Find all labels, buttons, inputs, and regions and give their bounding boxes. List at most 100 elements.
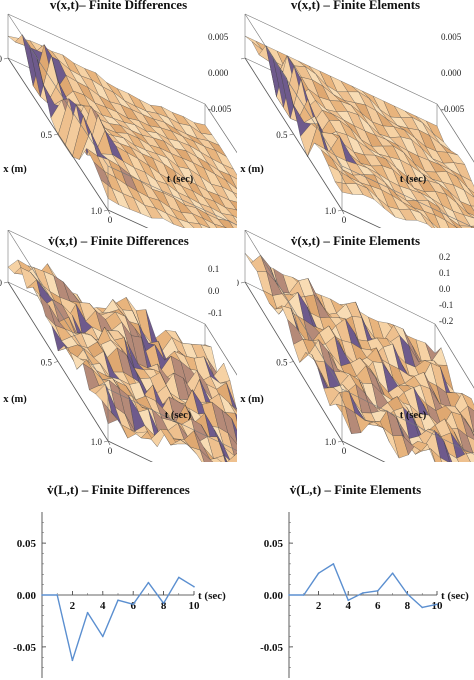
x-tick-label: 10: [432, 600, 444, 612]
surface-facet: [187, 222, 203, 228]
data-point: [162, 602, 165, 605]
z-tick-label: 0.2: [439, 252, 450, 262]
box-edge: [244, 230, 436, 325]
x-tick-label: 0.5: [276, 130, 288, 140]
surface-facet: [189, 446, 205, 462]
x-tick-mark: [103, 209, 109, 212]
y-tick-label: -0.05: [260, 642, 283, 654]
x-tick-label: 4: [345, 600, 351, 612]
surface-facet: [423, 210, 441, 228]
surface-facet: [213, 223, 226, 228]
box-edge: [7, 230, 109, 390]
line-panel-2: v̇(L,t) – Finite Elements 0.05 0.00 -0.05 2…: [237, 478, 474, 680]
x-tick-mark: [289, 133, 294, 136]
surface-facet: [235, 413, 237, 422]
surface-facet: [455, 226, 459, 228]
t-axis-label: t (sec): [400, 174, 427, 185]
y-tick-label: 0.00: [17, 590, 37, 602]
box-edge: [341, 165, 474, 228]
surface-facet: [467, 212, 474, 219]
x-axis-label: t (sec): [198, 590, 226, 602]
x-axis-label: t (sec): [441, 590, 469, 602]
x-tick-label: 1.0: [325, 437, 337, 447]
box-edge: [7, 13, 109, 167]
t-tick-label: 0: [342, 215, 347, 225]
data-point: [56, 594, 58, 596]
t-tick-mark: [107, 440, 111, 446]
box-edge: [107, 440, 153, 462]
z-tick-label: 0.0: [208, 286, 220, 296]
t-tick-label: 0: [342, 446, 347, 456]
surface-facet: [464, 418, 474, 437]
surface-facet: [225, 207, 237, 218]
z-tick-label: 0.0: [439, 284, 451, 294]
box-edge: [7, 13, 206, 105]
y-tick-label: 0.05: [264, 538, 284, 550]
surface-facet: [232, 191, 237, 199]
x-tick-mark: [53, 133, 59, 136]
surface-facet: [222, 163, 237, 180]
surface-facet: [459, 225, 472, 228]
z-tick-label: -0.1: [439, 300, 453, 310]
x-tick-label: 1.0: [91, 437, 103, 447]
surface-facet: [232, 214, 237, 223]
data-point: [362, 592, 364, 594]
surface-facet: [467, 187, 474, 197]
z-tick-label: 0.000: [208, 68, 229, 78]
box-edge: [244, 13, 343, 167]
surface-facet: [460, 414, 474, 440]
data-point: [178, 576, 180, 579]
surface-facet: [467, 405, 474, 433]
z-tick-label: -0.005: [208, 104, 232, 114]
data-point: [303, 594, 305, 596]
surface-facet: [440, 457, 449, 462]
t-axis-label: t (sec): [167, 174, 194, 185]
surface-facet: [420, 443, 436, 462]
x-tick-mark: [289, 361, 294, 363]
x-tick-label: 1.0: [91, 206, 103, 216]
box-edge: [341, 388, 474, 455]
surface-facet: [466, 435, 474, 454]
surface-facet: [463, 189, 474, 207]
surface-facet: [236, 209, 237, 211]
x-axis-label: x (m): [3, 394, 27, 405]
box-edge: [341, 209, 382, 228]
y-tick-label: -0.05: [13, 642, 36, 654]
x-tick-mark: [103, 440, 109, 443]
x-tick-label: 10: [189, 600, 201, 612]
surface-panel-1: v(x,t)– Finite Differences 0.00.51.00510…: [0, 0, 237, 228]
data-point: [347, 599, 349, 601]
x-tick-label: 6: [130, 600, 136, 612]
line-chart-title: v̇(L,t) – Finite Differences: [47, 482, 190, 497]
series-line: [42, 576, 195, 662]
surface-facet: [470, 428, 474, 437]
surface-facet: [166, 212, 185, 228]
z-tick-label: 0.005: [208, 32, 229, 42]
surface-facet: [177, 218, 195, 228]
z-tick-label: 0.000: [441, 68, 462, 78]
data-point: [332, 563, 335, 565]
z-tick-label: -0.1: [208, 308, 222, 318]
z-tick-label: 0.1: [208, 264, 219, 274]
surface-facet: [224, 227, 227, 228]
line-chart: 0.05 0.00 -0.05 2 4 6 8 10t (sec): [260, 512, 469, 678]
surface-facet: [228, 402, 237, 416]
data-point: [317, 572, 320, 575]
surface-facet: [226, 382, 237, 410]
surface-facet: [226, 453, 237, 462]
series-line: [289, 563, 438, 609]
box-edge: [341, 440, 386, 462]
data-point: [391, 572, 394, 575]
surface-facet: [203, 447, 217, 462]
surface-facet: [225, 180, 237, 195]
surface-facet: [209, 457, 222, 462]
z-tick-label: -0.005: [441, 104, 465, 114]
surface-panel-4: v̇(x,t) – Finite Elements 0.00.51.005100…: [237, 230, 474, 462]
data-point: [132, 603, 134, 606]
box-edge: [244, 230, 343, 390]
x-tick-label: 0.0: [237, 278, 240, 288]
